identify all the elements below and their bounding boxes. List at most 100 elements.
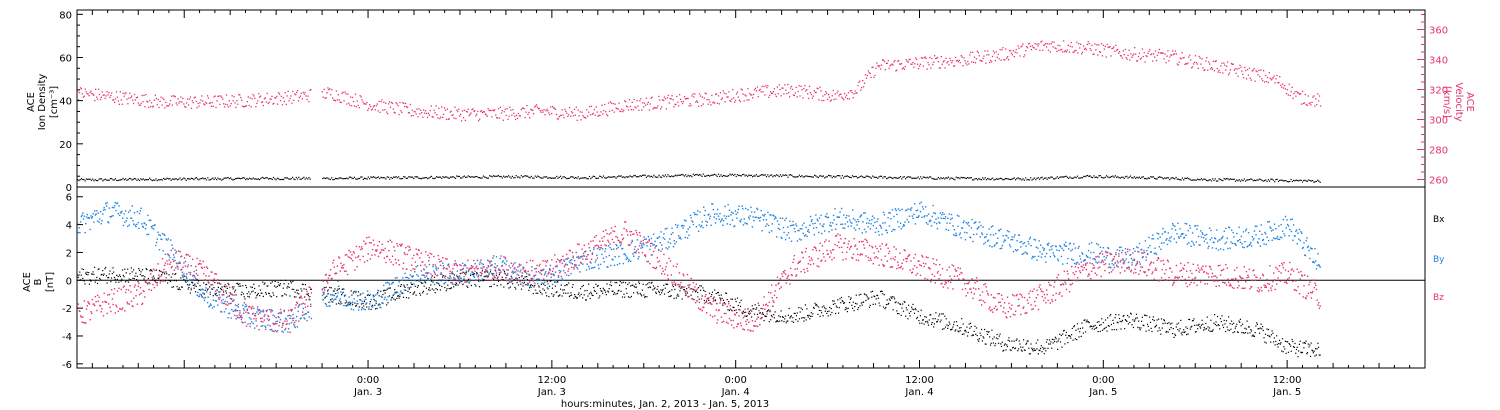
bx-point [1188,318,1190,320]
by-point [259,311,262,313]
bx-point [328,301,330,303]
density-point [496,175,498,177]
bx-point [1252,334,1254,336]
density-point [609,176,611,178]
bx-point [223,291,225,293]
by-point [468,268,470,271]
bx-point [978,338,980,340]
by-point [506,260,508,262]
velocity-point [228,100,230,102]
density-point [984,177,986,179]
bx-point [408,288,410,290]
by-point [703,214,706,216]
density-point [616,176,618,178]
bx-point [1138,327,1140,329]
velocity-point [402,102,404,104]
bx-point [332,301,334,303]
bx-point [1304,342,1306,344]
density-point [235,178,237,180]
velocity-point [348,102,350,104]
by-point [181,271,184,273]
velocity-point [997,53,999,56]
velocity-point [1199,57,1201,59]
velocity-point [337,94,339,96]
bx-point [439,284,441,287]
bx-point [1306,352,1309,354]
by-point [352,309,355,311]
bx-point [101,273,103,275]
by-point [773,215,775,217]
density-point [988,178,990,180]
velocity-point [1306,104,1308,106]
bx-point [566,284,568,286]
by-point [605,248,607,250]
bx-point [472,274,474,276]
bx-point [667,291,669,293]
density-point [796,176,798,178]
bx-point [489,286,491,288]
by-point [476,259,479,262]
density-point [436,176,438,178]
velocity-point [371,108,374,110]
bx-point [411,283,413,286]
velocity-point [1308,103,1310,105]
density-point [547,177,549,179]
bx-point [424,281,426,283]
density-point [1020,178,1022,180]
bx-point [1192,320,1194,322]
bx-point [1276,335,1278,337]
velocity-point [789,87,792,89]
bx-point [865,299,867,302]
bx-point [385,289,387,291]
by-point [727,204,729,206]
bx-point [756,307,758,309]
bx-point [367,293,369,296]
bx-point [821,312,823,314]
bx-point [687,296,689,298]
bx-point [649,286,651,288]
velocity-point [414,111,416,113]
bx-point [410,286,412,288]
density-point [816,176,818,178]
by-point [756,208,759,211]
density-point [628,176,630,178]
density-point [510,177,512,179]
by-point [157,231,159,233]
by-point [91,216,94,218]
velocity-point [279,100,282,102]
by-point [784,219,786,221]
velocity-point [536,106,539,108]
by-point [739,221,742,223]
velocity-point [206,95,209,97]
density-point [1044,177,1046,179]
bx-point [124,281,127,283]
bx-point [815,304,817,306]
velocity-point [303,93,305,95]
bx-point [1206,316,1208,318]
velocity-point [921,57,923,59]
by-point [140,207,142,209]
density-point [453,176,455,179]
by-point [686,231,688,233]
velocity-point [601,104,603,106]
bx-point [1166,330,1168,333]
bx-point [160,280,162,282]
velocity-point [1286,89,1288,91]
density-point [466,176,468,178]
velocity-point [1022,43,1024,45]
by-point [308,316,310,318]
density-point [391,177,393,179]
bx-point [919,315,921,317]
density-point [1245,180,1247,182]
by-point [301,303,303,305]
density-point [157,179,160,181]
bx-point [1259,327,1261,329]
velocity-point [361,99,363,101]
velocity-point [77,99,80,101]
velocity-point [993,52,996,54]
velocity-point [773,88,776,90]
by-point [199,293,201,296]
density-point [1068,177,1070,179]
density-point [1264,180,1266,182]
bx-point [1043,348,1045,350]
